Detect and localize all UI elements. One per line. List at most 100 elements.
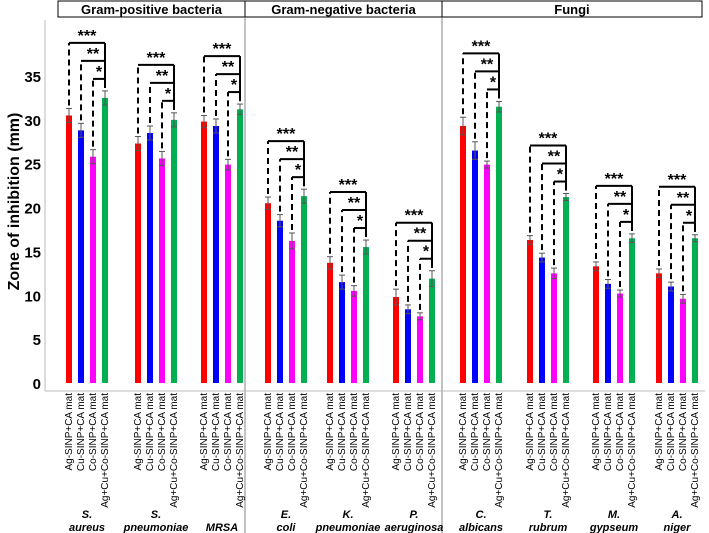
bar-label: Ag+Cu+Co-SINP+CA mat: [561, 393, 572, 508]
bar: [351, 290, 357, 383]
significance-label: *: [295, 162, 302, 179]
bar-label: Ag-SINP+CA mat: [263, 393, 274, 471]
bars: [66, 90, 698, 384]
bar-label: Ag-SINP+CA mat: [591, 393, 602, 471]
y-tick-label: 20: [24, 201, 41, 218]
bar-label: Co-SINP+CA mat: [549, 393, 560, 471]
group-label: Gram-negative bacteria: [271, 2, 416, 17]
significance-label: *: [96, 64, 103, 81]
y-axis: 0 5 10 15 20 25 30 35 Zone of inhibition (mm): [6, 20, 705, 393]
bar-label: Cu-SINP+CA mat: [666, 393, 677, 471]
bar: [147, 133, 153, 383]
bar-label: Ag+Cu+Co-SINP+CA mat: [494, 393, 505, 508]
group-label: Fungi: [554, 2, 589, 17]
bar: [617, 293, 623, 383]
bar: [78, 130, 84, 383]
bar: [472, 150, 478, 383]
bar-label: Co-SINP+CA mat: [482, 393, 493, 471]
bar-label: Ag-SINP+CA mat: [199, 393, 210, 471]
bar: [225, 164, 231, 383]
bar-label: Co-SINP+CA mat: [88, 393, 99, 471]
category-label: S.: [151, 509, 161, 521]
bar-label: Ag-SINP+CA mat: [525, 393, 536, 471]
bar: [102, 97, 108, 383]
bar-label: Cu-SINP+CA mat: [603, 393, 614, 471]
y-tick-label: 10: [24, 288, 41, 305]
bar: [527, 240, 533, 383]
significance-label: ***: [405, 208, 424, 225]
bar-label: Ag-SINP+CA mat: [654, 393, 665, 471]
significance-label: **: [548, 149, 561, 166]
significance-label: *: [623, 207, 630, 224]
category-label: E.: [281, 509, 291, 521]
category-label: coli: [277, 522, 297, 533]
bar: [289, 240, 295, 383]
significance-label: *: [686, 208, 693, 225]
category-label: A.: [671, 509, 683, 521]
bar-label: Cu-SINP+CA mat: [76, 393, 87, 471]
bar: [629, 238, 635, 383]
bar: [563, 197, 569, 383]
bar-label: Co-SINP+CA mat: [223, 393, 234, 471]
bar: [213, 125, 219, 384]
bar-label: Cu-SINP+CA mat: [337, 393, 348, 471]
bar-label: Co-SINP+CA mat: [415, 393, 426, 471]
significance-label: ***: [605, 171, 624, 188]
significance-label: ***: [78, 28, 97, 45]
bar-label: Ag-SINP+CA mat: [391, 393, 402, 471]
bar: [301, 196, 307, 383]
category-label: M.: [608, 509, 620, 521]
significance-label: ***: [472, 38, 491, 55]
bar-label: Cu-SINP+CA mat: [211, 393, 222, 471]
bar-label: Cu-SINP+CA mat: [537, 393, 548, 471]
bar-label: Ag+Cu+Co-SINP+CA mat: [235, 393, 246, 508]
bar-label: Co-SINP+CA mat: [678, 393, 689, 471]
significance-label: **: [156, 68, 169, 85]
category-label: rubrum: [529, 522, 568, 533]
bar: [405, 309, 411, 383]
significance-label: **: [222, 59, 235, 76]
bar-label: Ag-SINP+CA mat: [325, 393, 336, 471]
bar: [429, 278, 435, 383]
significance-label: ***: [277, 126, 296, 143]
category-label: aureus: [69, 522, 105, 533]
bar-label: Ag-SINP+CA mat: [458, 393, 469, 471]
bar-labels: Ag-SINP+CA mat Ag-SINP+CA mat Ag-SINP+CA m…: [64, 393, 701, 508]
category-label: aeruginosa: [385, 522, 444, 533]
category-label: S.: [82, 509, 92, 521]
y-tick-label: 25: [24, 157, 41, 174]
significance-label: **: [481, 56, 494, 73]
y-axis-label: Zone of inhibition (mm): [6, 113, 23, 291]
bar-label: Ag+Cu+Co-SINP+CA mat: [690, 393, 701, 508]
bar: [539, 257, 545, 383]
bar: [66, 115, 72, 383]
category-label: pneumoniae: [315, 522, 381, 533]
bar: [393, 297, 399, 383]
bar-label: Co-SINP+CA mat: [157, 393, 168, 471]
bar: [171, 119, 177, 383]
bar-label: Cu-SINP+CA mat: [470, 393, 481, 471]
category-label: K.: [343, 509, 354, 521]
bar: [417, 316, 423, 383]
bar-label: Ag+Cu+Co-SINP+CA mat: [299, 393, 310, 508]
significance-label: **: [87, 46, 100, 63]
y-tick-label: 35: [24, 69, 41, 86]
group-headers: Gram-positive bacteria Gram-negative bact…: [57, 0, 703, 533]
significance-label: **: [677, 190, 690, 207]
significance-label: **: [286, 144, 299, 161]
group-label: Gram-positive bacteria: [81, 2, 223, 17]
significance-label: ***: [539, 131, 558, 148]
bar-label: Cu-SINP+CA mat: [403, 393, 414, 471]
bar: [551, 273, 557, 383]
bar: [692, 238, 698, 383]
y-tick-label: 0: [33, 376, 41, 393]
bar-label: Co-SINP+CA mat: [615, 393, 626, 471]
bar: [593, 266, 599, 383]
bar: [484, 164, 490, 383]
significance-brackets: ****************************** **********…: [68, 28, 696, 310]
category-label: albicans: [459, 522, 503, 533]
bar: [201, 121, 207, 384]
bar: [90, 156, 96, 383]
